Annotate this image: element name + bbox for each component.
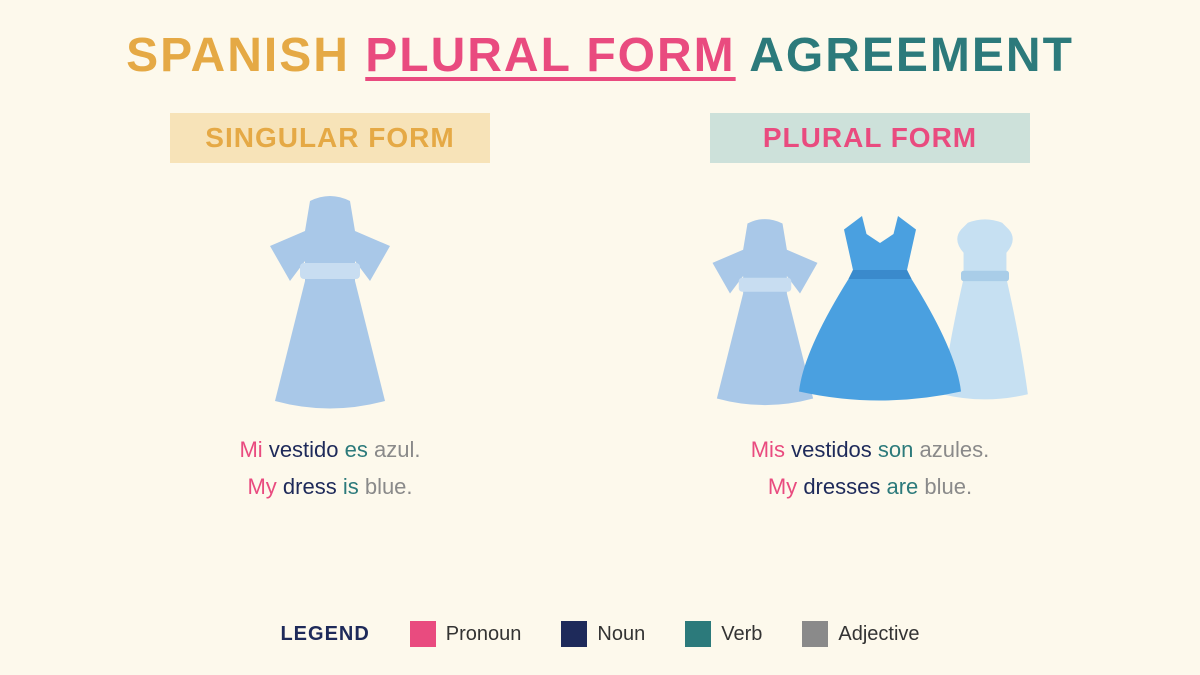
word-noun: dress [283,474,337,499]
word-noun: vestidos [791,437,872,462]
singular-column: SINGULAR FORM Mi vestido es azul. My dre… [110,113,550,506]
swatch-icon [802,621,828,647]
plural-badge: PLURAL FORM [710,113,1030,163]
legend-text: Verb [721,623,762,646]
word-verb: are [886,474,918,499]
word-adj: azules [920,437,984,462]
word-verb: es [345,437,368,462]
legend-text: Pronoun [446,623,522,646]
page-title: SPANISH PLURAL FORM AGREEMENT [0,0,1200,83]
singular-es: Mi vestido es azul. [239,431,420,468]
swatch-icon [561,621,587,647]
dress-icon [790,201,970,411]
word-verb: son [878,437,913,462]
plural-column: PLURAL FORM Mis vestidos son azules. [650,113,1090,506]
title-word-1: SPANISH [126,29,350,82]
singular-badge: SINGULAR FORM [170,113,490,163]
title-word-2: PLURAL FORM [365,29,735,82]
swatch-icon [685,621,711,647]
singular-en: My dress is blue. [239,468,420,505]
legend-label: LEGEND [280,623,369,646]
singular-image [110,181,550,411]
legend-item-pronoun: Pronoun [410,621,522,647]
word-pronoun: Mis [751,437,785,462]
legend-item-verb: Verb [685,621,762,647]
legend-text: Noun [597,623,645,646]
plural-sentences: Mis vestidos son azules. My dresses are … [751,431,990,506]
word-adj: blue [924,474,966,499]
word-pronoun: My [247,474,276,499]
word-noun: vestido [269,437,339,462]
legend-text: Adjective [838,623,919,646]
word-pronoun: My [768,474,797,499]
columns: SINGULAR FORM Mi vestido es azul. My dre… [0,113,1200,506]
word-pronoun: Mi [239,437,262,462]
title-word-3: AGREEMENT [749,29,1074,82]
swatch-icon [410,621,436,647]
word-adj: azul [374,437,414,462]
legend-item-noun: Noun [561,621,645,647]
legend: LEGEND Pronoun Noun Verb Adjective [0,621,1200,647]
dress-icon [250,191,410,411]
word-adj: blue [365,474,407,499]
plural-image [650,181,1090,411]
legend-item-adjective: Adjective [802,621,919,647]
singular-sentences: Mi vestido es azul. My dress is blue. [239,431,420,506]
plural-en: My dresses are blue. [751,468,990,505]
word-noun: dresses [803,474,880,499]
plural-es: Mis vestidos son azules. [751,431,990,468]
word-verb: is [343,474,359,499]
